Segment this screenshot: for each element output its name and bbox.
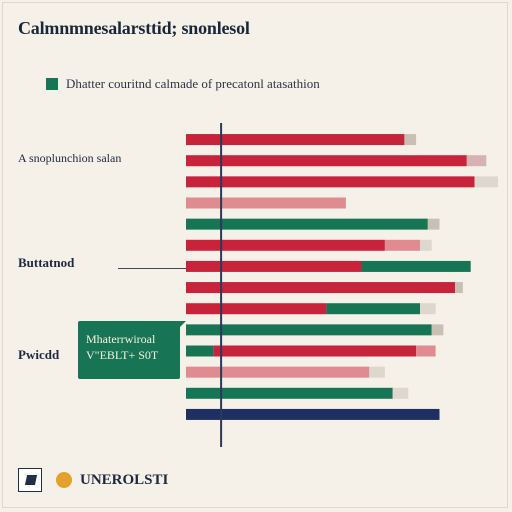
row-group-label-a: A snoplunchion salan <box>18 151 122 165</box>
bar-row-11-segment-3 <box>416 345 436 357</box>
bar-row-3-segment-2 <box>474 176 498 188</box>
bar-row-9-segment-3 <box>420 303 436 315</box>
bar-row-5-segment-1 <box>186 218 428 230</box>
callout-line-1: Mhaterrwiroal <box>86 332 156 346</box>
chart-frame <box>2 2 508 508</box>
bar-row-12-segment-2 <box>369 366 385 378</box>
legend: Dhatter couritnd calmade of precatonl at… <box>46 76 320 92</box>
bar-row-10-segment-2 <box>431 324 444 336</box>
footer-brand: UNEROLSTI <box>18 468 168 492</box>
bar-row-10-segment-1 <box>186 324 432 336</box>
annotation-connector <box>118 268 186 269</box>
bar-row-6-segment-2 <box>384 239 420 251</box>
legend-label: Dhatter couritnd calmade of precatonl at… <box>66 76 320 91</box>
bar-row-5-segment-2 <box>427 218 440 230</box>
bar-row-8-segment-2 <box>455 282 463 294</box>
bar-row-2-segment-1 <box>186 155 467 167</box>
bar-row-6-segment-1 <box>186 239 385 251</box>
legend-swatch <box>46 78 58 90</box>
bars-layer <box>186 134 498 420</box>
bar-row-9-segment-2 <box>326 303 420 315</box>
callout-line-2: V"EBLT+ S0T <box>86 348 159 362</box>
footer-brand-text: UNEROLSTI <box>80 471 169 488</box>
chart-title: Calmnmnesalarsttid; snonlesol <box>18 18 250 38</box>
bar-row-11-segment-1 <box>186 345 214 357</box>
annotation-callout: Mhaterrwiroal V"EBLT+ S0T <box>78 321 186 379</box>
bar-row-13-segment-1 <box>186 387 393 399</box>
bar-row-9-segment-1 <box>186 303 327 315</box>
logo-accent-icon <box>56 472 72 488</box>
bar-row-4-segment-1 <box>186 197 346 209</box>
row-group-label-c: Pwicdd <box>18 347 60 362</box>
row-group-label-b: Buttatnod <box>18 255 75 270</box>
bar-row-1-segment-2 <box>404 134 417 146</box>
bar-row-7-segment-1 <box>186 260 362 272</box>
bar-row-14-segment-1 <box>186 408 440 420</box>
bar-row-3-segment-1 <box>186 176 475 188</box>
callout-notch <box>179 321 186 328</box>
bar-row-1-segment-1 <box>186 134 405 146</box>
bar-row-2-segment-2 <box>466 155 487 167</box>
bar-row-8-segment-1 <box>186 282 456 294</box>
logo-icon <box>18 468 42 492</box>
bar-row-6-segment-3 <box>420 239 432 251</box>
bar-row-7-segment-2 <box>361 260 471 272</box>
bar-row-13-segment-2 <box>392 387 409 399</box>
bar-row-11-segment-2 <box>213 345 417 357</box>
bar-row-12-segment-1 <box>186 366 370 378</box>
